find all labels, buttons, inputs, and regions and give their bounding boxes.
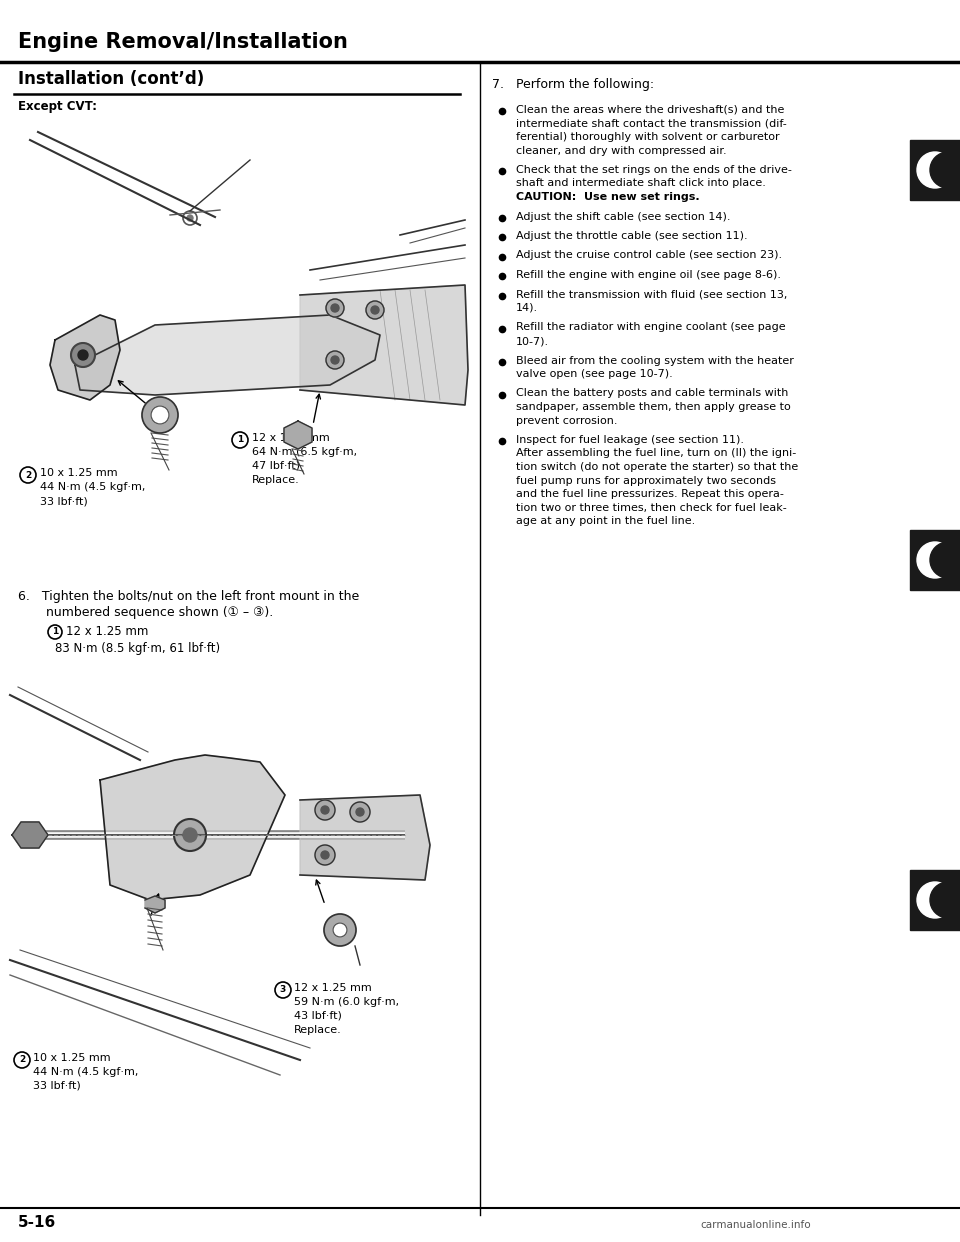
Polygon shape: [300, 284, 468, 405]
Text: Adjust the throttle cable (see section 11).: Adjust the throttle cable (see section 1…: [516, 231, 748, 241]
Text: 2: 2: [25, 471, 31, 479]
Text: CAUTION:  Use new set rings.: CAUTION: Use new set rings.: [516, 193, 700, 202]
Text: 1: 1: [52, 627, 59, 636]
Text: 2: 2: [19, 1056, 25, 1064]
Text: 1: 1: [237, 436, 243, 445]
Circle shape: [321, 851, 329, 859]
Polygon shape: [284, 421, 312, 450]
Text: Bleed air from the cooling system with the heater: Bleed air from the cooling system with t…: [516, 355, 794, 365]
FancyBboxPatch shape: [910, 530, 960, 590]
Text: 7.   Perform the following:: 7. Perform the following:: [492, 78, 654, 91]
Text: Adjust the cruise control cable (see section 23).: Adjust the cruise control cable (see sec…: [516, 251, 782, 261]
Text: 10 x 1.25 mm
44 N·m (4.5 kgf·m,
33 lbf·ft): 10 x 1.25 mm 44 N·m (4.5 kgf·m, 33 lbf·f…: [40, 468, 145, 505]
Circle shape: [142, 397, 178, 433]
FancyBboxPatch shape: [910, 140, 960, 200]
Polygon shape: [100, 755, 285, 900]
Circle shape: [78, 350, 88, 360]
Text: 12 x 1.25 mm: 12 x 1.25 mm: [66, 625, 149, 638]
Text: Except CVT:: Except CVT:: [18, 101, 97, 113]
Text: 10-7).: 10-7).: [516, 337, 549, 347]
Text: Adjust the shift cable (see section 14).: Adjust the shift cable (see section 14).: [516, 211, 731, 221]
Text: valve open (see page 10-7).: valve open (see page 10-7).: [516, 369, 673, 379]
Text: 14).: 14).: [516, 303, 539, 313]
Text: 3: 3: [280, 985, 286, 995]
Text: Engine Removal/Installation: Engine Removal/Installation: [18, 32, 348, 52]
Circle shape: [356, 809, 364, 816]
Text: tion two or three times, then check for fuel leak-: tion two or three times, then check for …: [516, 503, 787, 513]
Text: prevent corrosion.: prevent corrosion.: [516, 416, 617, 426]
Circle shape: [321, 806, 329, 814]
Circle shape: [174, 818, 206, 851]
Text: age at any point in the fuel line.: age at any point in the fuel line.: [516, 515, 695, 527]
Text: Clean the battery posts and cable terminals with: Clean the battery posts and cable termin…: [516, 389, 788, 399]
Text: 5-16: 5-16: [18, 1215, 57, 1230]
Text: Check that the set rings on the ends of the drive-: Check that the set rings on the ends of …: [516, 165, 792, 175]
Circle shape: [324, 914, 356, 946]
Circle shape: [917, 882, 953, 918]
Circle shape: [326, 351, 344, 369]
Text: ferential) thoroughly with solvent or carburetor: ferential) thoroughly with solvent or ca…: [516, 132, 780, 142]
Text: tion switch (do not operate the starter) so that the: tion switch (do not operate the starter)…: [516, 462, 799, 472]
Text: cleaner, and dry with compressed air.: cleaner, and dry with compressed air.: [516, 145, 727, 155]
Polygon shape: [300, 795, 430, 881]
Text: 12 x 1.25 mm
64 N·m (6.5 kgf·m,
47 lbf·ft)
Replace.: 12 x 1.25 mm 64 N·m (6.5 kgf·m, 47 lbf·f…: [252, 433, 357, 484]
Circle shape: [930, 542, 960, 578]
Circle shape: [366, 301, 384, 319]
Polygon shape: [145, 895, 165, 913]
Text: carmanualonline.info: carmanualonline.info: [700, 1220, 810, 1230]
Text: Clean the areas where the driveshaft(s) and the: Clean the areas where the driveshaft(s) …: [516, 106, 784, 116]
Text: fuel pump runs for approximately two seconds: fuel pump runs for approximately two sec…: [516, 476, 776, 486]
Text: sandpaper, assemble them, then apply grease to: sandpaper, assemble them, then apply gre…: [516, 402, 791, 412]
Circle shape: [331, 356, 339, 364]
Text: Refill the transmission with fluid (see section 13,: Refill the transmission with fluid (see …: [516, 289, 787, 299]
Circle shape: [917, 152, 953, 188]
Polygon shape: [75, 315, 380, 395]
Circle shape: [315, 845, 335, 864]
Text: and the fuel line pressurizes. Repeat this opera-: and the fuel line pressurizes. Repeat th…: [516, 489, 784, 499]
Text: Installation (cont’d): Installation (cont’d): [18, 70, 204, 88]
Circle shape: [151, 406, 169, 424]
Circle shape: [917, 542, 953, 578]
Circle shape: [326, 299, 344, 317]
Text: Inspect for fuel leakage (see section 11).: Inspect for fuel leakage (see section 11…: [516, 435, 744, 445]
Circle shape: [71, 343, 95, 366]
Text: 83 N·m (8.5 kgf·m, 61 lbf·ft): 83 N·m (8.5 kgf·m, 61 lbf·ft): [55, 642, 220, 655]
Text: Refill the radiator with engine coolant (see page: Refill the radiator with engine coolant …: [516, 323, 785, 333]
Text: 10 x 1.25 mm
44 N·m (4.5 kgf·m,
33 lbf·ft): 10 x 1.25 mm 44 N·m (4.5 kgf·m, 33 lbf·f…: [33, 1053, 138, 1090]
Circle shape: [315, 800, 335, 820]
Circle shape: [930, 882, 960, 918]
Circle shape: [187, 215, 193, 221]
Text: 12 x 1.25 mm
59 N·m (6.0 kgf·m,
43 lbf·ft)
Replace.: 12 x 1.25 mm 59 N·m (6.0 kgf·m, 43 lbf·f…: [294, 982, 399, 1035]
Text: After assembling the fuel line, turn on (II) the igni-: After assembling the fuel line, turn on …: [516, 448, 796, 458]
Circle shape: [930, 152, 960, 188]
Polygon shape: [50, 315, 120, 400]
Polygon shape: [12, 822, 48, 848]
Text: shaft and intermediate shaft click into place.: shaft and intermediate shaft click into …: [516, 179, 766, 189]
Text: intermediate shaft contact the transmission (dif-: intermediate shaft contact the transmiss…: [516, 118, 787, 128]
Circle shape: [183, 828, 197, 842]
Text: Refill the engine with engine oil (see page 8-6).: Refill the engine with engine oil (see p…: [516, 270, 781, 279]
Circle shape: [350, 802, 370, 822]
Circle shape: [333, 923, 347, 936]
Text: numbered sequence shown (① – ③).: numbered sequence shown (① – ③).: [18, 606, 274, 619]
FancyBboxPatch shape: [910, 869, 960, 930]
Text: 6.   Tighten the bolts/nut on the left front mount in the: 6. Tighten the bolts/nut on the left fro…: [18, 590, 359, 604]
Circle shape: [371, 306, 379, 314]
Circle shape: [331, 304, 339, 312]
